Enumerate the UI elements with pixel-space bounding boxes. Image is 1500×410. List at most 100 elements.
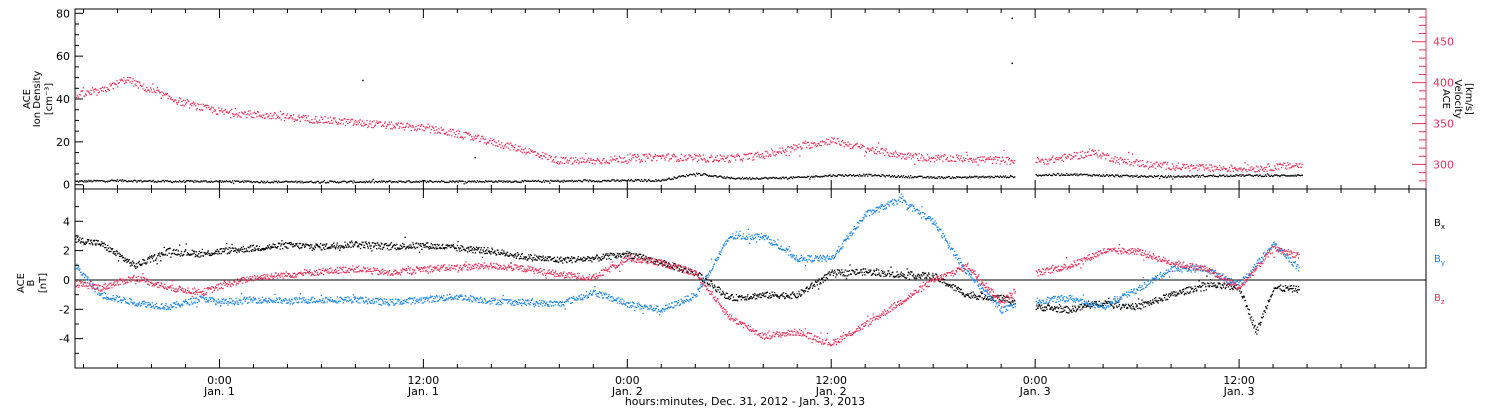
density-series-point bbox=[204, 180, 206, 182]
bx-series-point bbox=[824, 280, 826, 282]
velocity-series-point bbox=[1245, 169, 1247, 171]
density-series-point bbox=[661, 179, 663, 181]
velocity-series-point bbox=[232, 113, 234, 116]
velocity-series-point bbox=[255, 113, 257, 115]
density-series-point bbox=[1246, 174, 1248, 176]
bx-series-point bbox=[866, 271, 868, 273]
velocity-series-point bbox=[434, 132, 436, 134]
bx-series-point bbox=[888, 270, 890, 272]
velocity-series-point bbox=[316, 122, 318, 124]
bx-series-point bbox=[1270, 296, 1272, 298]
density-series-point bbox=[1244, 175, 1246, 177]
velocity-series-point bbox=[746, 154, 748, 156]
bx-series-point bbox=[1146, 302, 1148, 304]
bx-series-point bbox=[1051, 307, 1053, 309]
velocity-series-point bbox=[1271, 169, 1274, 171]
velocity-series-point bbox=[962, 161, 964, 163]
velocity-series-point bbox=[117, 82, 120, 84]
bx-series-point bbox=[1038, 303, 1040, 305]
velocity-series-point bbox=[351, 118, 353, 120]
velocity-series-point bbox=[90, 89, 92, 91]
density-series-point bbox=[440, 181, 442, 183]
bx-series-point bbox=[431, 247, 433, 249]
density-series-point bbox=[400, 180, 402, 182]
bx-series-point bbox=[923, 274, 925, 276]
bx-series-point bbox=[420, 243, 422, 245]
velocity-series-point bbox=[1057, 158, 1059, 161]
velocity-series-point bbox=[589, 159, 591, 161]
density-series-point bbox=[937, 176, 939, 178]
velocity-series-point bbox=[544, 153, 546, 155]
velocity-series-point bbox=[547, 158, 549, 160]
top-plot-area bbox=[75, 17, 1303, 185]
density-series-point bbox=[235, 180, 237, 183]
bx-series-point bbox=[363, 244, 365, 246]
density-series-point bbox=[573, 180, 575, 182]
velocity-series-point bbox=[270, 112, 272, 115]
density-series-point bbox=[1190, 176, 1192, 178]
density-series-point bbox=[861, 175, 863, 177]
bx-series-point bbox=[1058, 307, 1060, 309]
bx-series-point bbox=[1269, 295, 1272, 297]
velocity-series-point bbox=[689, 155, 691, 157]
bx-series-point bbox=[1224, 288, 1226, 290]
density-series-point bbox=[1208, 175, 1211, 177]
velocity-series-point bbox=[194, 102, 196, 104]
bx-series-point bbox=[971, 296, 974, 299]
bx-series-point bbox=[1152, 301, 1154, 303]
velocity-series-point bbox=[348, 121, 351, 123]
bx-series-point bbox=[1199, 285, 1201, 287]
velocity-series-point bbox=[1238, 167, 1241, 169]
velocity-series-point bbox=[291, 117, 293, 119]
velocity-series-point bbox=[927, 159, 929, 161]
bx-series-point bbox=[494, 252, 497, 255]
velocity-series-point bbox=[204, 105, 206, 107]
bx-series-point bbox=[1012, 301, 1014, 303]
density-series-point bbox=[680, 175, 682, 177]
velocity-series-point bbox=[1111, 157, 1113, 159]
velocity-series-point bbox=[289, 115, 292, 117]
bx-series-point bbox=[198, 253, 200, 255]
velocity-series-point bbox=[667, 153, 669, 155]
velocity-series-point bbox=[107, 88, 109, 90]
bx-series-point bbox=[603, 257, 605, 259]
velocity-series-point bbox=[591, 162, 594, 164]
velocity-series-point bbox=[606, 162, 608, 164]
bx-series-point bbox=[880, 270, 883, 272]
bx-series-point bbox=[875, 269, 877, 271]
velocity-series-point bbox=[372, 127, 374, 129]
velocity-series-point bbox=[1189, 170, 1191, 172]
bx-series-point bbox=[828, 271, 830, 273]
velocity-series-point bbox=[491, 139, 494, 142]
velocity-series-point bbox=[943, 155, 945, 158]
velocity-series-point bbox=[1182, 163, 1184, 165]
density-series-point bbox=[397, 181, 399, 184]
density-series-point bbox=[928, 177, 930, 179]
density-series-point bbox=[1147, 176, 1149, 178]
velocity-series-point bbox=[1204, 167, 1206, 169]
bx-series-point bbox=[1288, 288, 1291, 290]
bx-series-point bbox=[433, 247, 435, 249]
velocity-series-point bbox=[1277, 168, 1280, 170]
velocity-series-point bbox=[110, 85, 112, 87]
bx-series-point bbox=[314, 245, 316, 247]
velocity-series-point bbox=[145, 91, 147, 93]
density-series-point bbox=[291, 180, 293, 182]
bx-series-point bbox=[890, 266, 892, 268]
density-series-point bbox=[674, 177, 676, 179]
density-series-point bbox=[364, 182, 366, 184]
density-series-point bbox=[608, 180, 610, 182]
velocity-series-point bbox=[1105, 154, 1108, 156]
velocity-series-point bbox=[715, 156, 717, 158]
density-series-point bbox=[1300, 174, 1302, 176]
bx-series-point bbox=[582, 256, 585, 258]
velocity-series-point bbox=[1299, 163, 1301, 165]
velocity-series-point bbox=[538, 155, 540, 158]
velocity-series-point bbox=[441, 129, 443, 131]
velocity-series-point bbox=[727, 155, 729, 157]
density-series-point bbox=[892, 176, 894, 178]
bx-series-point bbox=[202, 255, 205, 257]
bx-series-point bbox=[147, 258, 149, 260]
bx-series-point bbox=[1187, 287, 1189, 289]
velocity-series-point bbox=[816, 145, 818, 148]
